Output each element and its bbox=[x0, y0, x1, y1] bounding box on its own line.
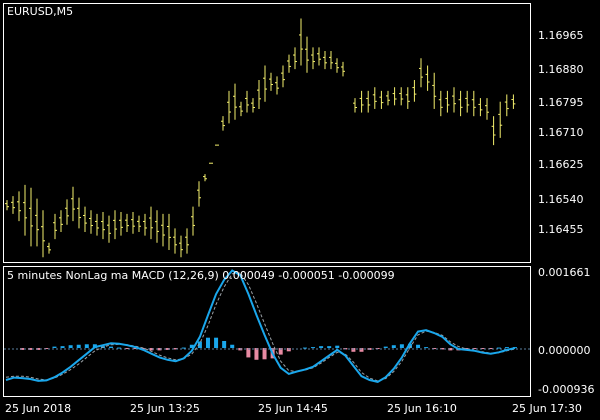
price-tick: 1.16710 bbox=[538, 126, 584, 139]
histogram-bar bbox=[311, 347, 316, 349]
histogram-bar bbox=[399, 344, 404, 349]
time-axis: 25 Jun 2018 25 Jun 13:25 25 Jun 14:45 25… bbox=[5, 402, 582, 415]
histogram-bar bbox=[302, 347, 307, 349]
histogram-bar bbox=[28, 348, 33, 350]
histogram-bar bbox=[165, 348, 170, 350]
time-tick: 25 Jun 2018 bbox=[5, 402, 71, 415]
price-bars bbox=[5, 18, 516, 258]
histogram-bar bbox=[262, 348, 267, 360]
price-tick: 1.16965 bbox=[538, 29, 584, 42]
histogram-bar bbox=[76, 344, 81, 349]
histogram-bar bbox=[52, 346, 57, 349]
histogram-bar bbox=[197, 341, 202, 349]
indicator-label: 5 minutes NonLag ma MACD (12,26,9) 0.000… bbox=[7, 269, 395, 282]
price-panel[interactable] bbox=[3, 3, 531, 263]
histogram-bar bbox=[125, 348, 130, 350]
histogram-bar bbox=[44, 348, 49, 350]
indicator-tick: 0.001661 bbox=[538, 266, 591, 279]
histogram-bar bbox=[472, 348, 477, 350]
price-tick: 1.16795 bbox=[538, 96, 584, 109]
histogram-bar bbox=[60, 346, 65, 349]
price-tick: 1.16625 bbox=[538, 158, 584, 171]
time-tick: 25 Jun 16:10 bbox=[387, 402, 457, 415]
indicator-panel[interactable] bbox=[3, 266, 531, 397]
histogram-bar bbox=[68, 345, 73, 349]
histogram-bar bbox=[407, 343, 412, 349]
histogram-bar bbox=[214, 337, 219, 349]
histogram-bar bbox=[246, 348, 251, 358]
indicator-tick: -0.000936 bbox=[538, 383, 594, 396]
histogram-bar bbox=[230, 344, 235, 349]
histogram-bar bbox=[36, 348, 41, 350]
histogram-bar bbox=[181, 347, 186, 349]
time-tick: 25 Jun 13:25 bbox=[130, 402, 200, 415]
histogram-bar bbox=[448, 348, 453, 351]
histogram-bar bbox=[278, 348, 283, 355]
histogram-bar bbox=[464, 348, 469, 350]
indicator-axis: 0.001661 0.000000 -0.000936 bbox=[538, 266, 594, 396]
histogram-bar bbox=[359, 348, 364, 352]
time-tick: 25 Jun 14:45 bbox=[258, 402, 328, 415]
histogram-bar bbox=[149, 348, 154, 351]
histogram-bar bbox=[424, 347, 429, 349]
price-tick: 1.16880 bbox=[538, 63, 584, 76]
histogram-bar bbox=[254, 348, 259, 360]
signal-line bbox=[5, 272, 516, 382]
histogram-bar bbox=[173, 348, 178, 350]
time-tick: 25 Jun 17:30 bbox=[512, 402, 582, 415]
histogram-bar bbox=[416, 344, 421, 349]
histogram-bar bbox=[133, 348, 138, 350]
histogram-bar bbox=[480, 348, 485, 350]
price-tick: 1.16540 bbox=[538, 193, 584, 206]
histogram-bar bbox=[327, 346, 332, 349]
histogram-bar bbox=[84, 344, 89, 349]
price-axis: 1.16965 1.16880 1.16795 1.16710 1.16625 … bbox=[538, 29, 584, 236]
histogram-bar bbox=[496, 347, 501, 349]
histogram-bar bbox=[20, 348, 25, 350]
histogram-bar bbox=[383, 346, 388, 349]
histogram-bar bbox=[319, 346, 324, 349]
histogram-bar bbox=[222, 340, 227, 349]
histogram-bar bbox=[488, 348, 493, 350]
macd-line bbox=[5, 269, 516, 383]
histogram-bar bbox=[117, 347, 122, 349]
histogram-bar bbox=[109, 346, 114, 349]
histogram-bar bbox=[157, 348, 162, 351]
indicator-tick: 0.000000 bbox=[538, 344, 591, 357]
histogram-bar bbox=[432, 348, 437, 350]
histogram-bar bbox=[189, 344, 194, 349]
symbol-label: EURUSD,M5 bbox=[7, 5, 73, 18]
histogram-bar bbox=[351, 348, 356, 352]
histogram-bar bbox=[440, 348, 445, 350]
histogram-bar bbox=[513, 347, 517, 349]
histogram-bar bbox=[205, 337, 210, 349]
price-tick: 1.16455 bbox=[538, 223, 584, 236]
histogram-bar bbox=[286, 348, 291, 352]
histogram-bar bbox=[391, 345, 396, 349]
histogram-bar bbox=[504, 347, 509, 349]
histogram-bar bbox=[335, 345, 340, 349]
